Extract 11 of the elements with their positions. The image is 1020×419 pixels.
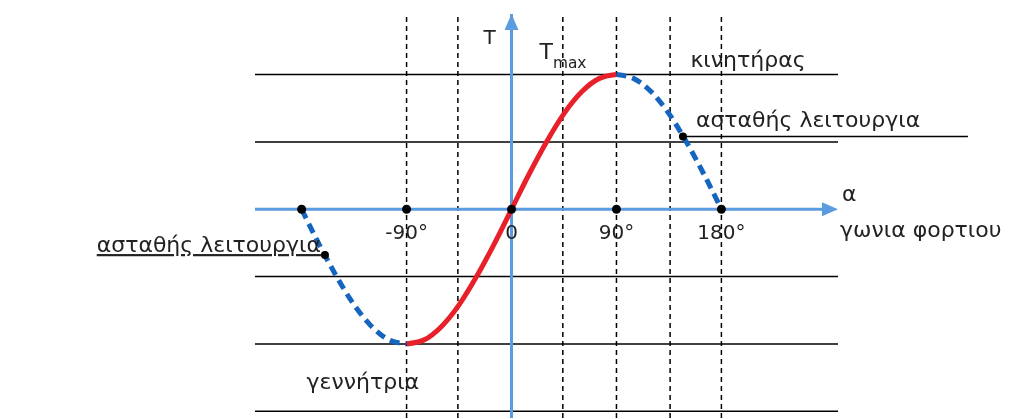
annotation: κινητήρας [690, 46, 806, 72]
annotation: ασταθής λειτουργια [96, 232, 321, 258]
x-tick-label: 180° [697, 220, 746, 245]
annotation: γεννήτρια [306, 368, 420, 394]
annotation: T$_{max}$ [538, 38, 587, 72]
x-tick-label: -90° [385, 220, 428, 245]
text: γωνια φορτιου [840, 217, 1002, 243]
x-axis-title: α [842, 181, 857, 207]
annotation: ασταθής λειτουργια [695, 106, 921, 132]
x-tick-label: 90° [598, 220, 635, 245]
y-axis-title: T [482, 25, 497, 49]
